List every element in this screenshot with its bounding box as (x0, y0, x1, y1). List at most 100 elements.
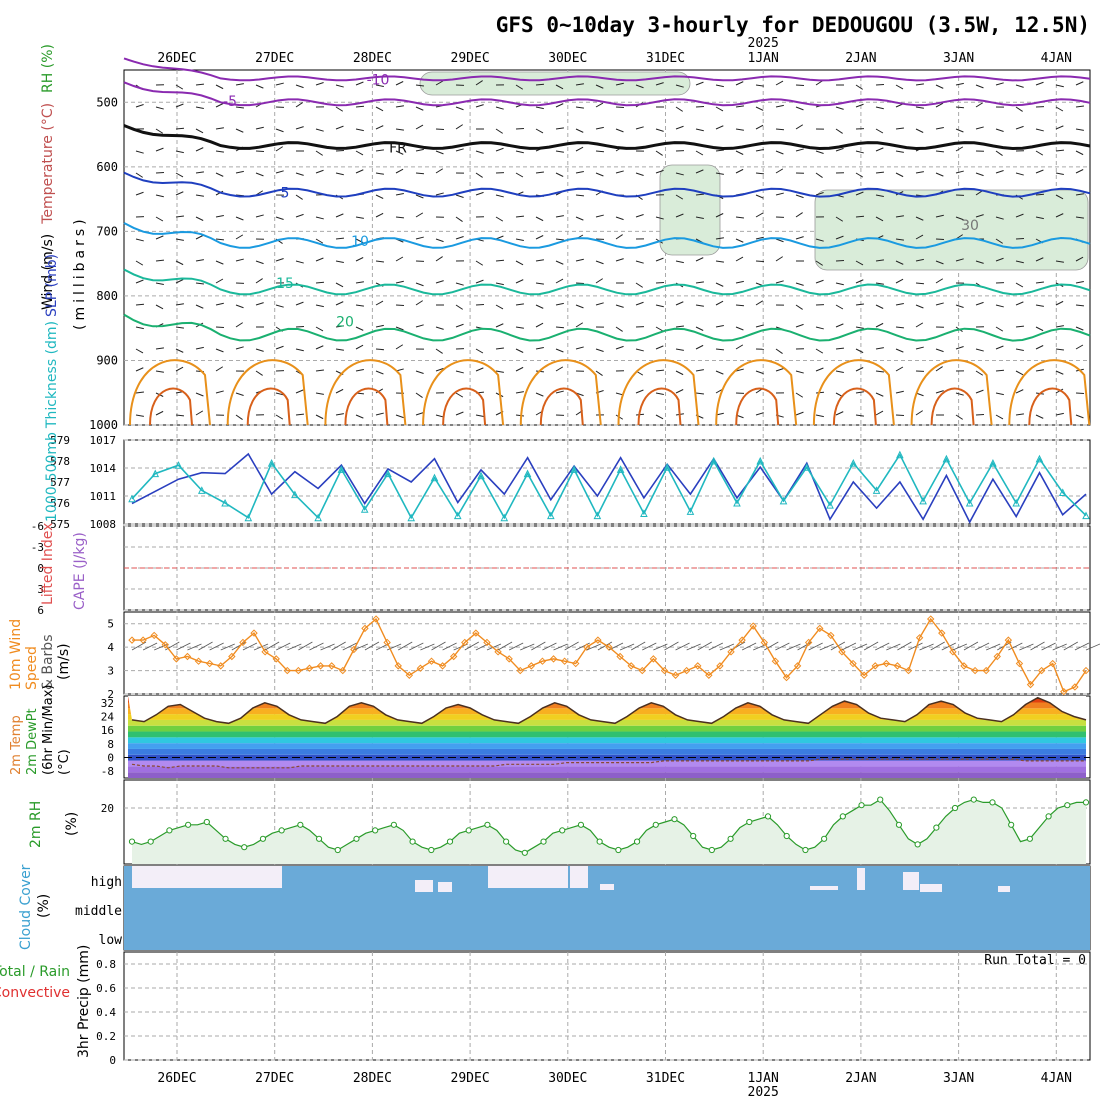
thickness-point (407, 513, 416, 522)
thickness-point (686, 507, 695, 515)
wind-speed-point (261, 648, 269, 656)
upper-wind-barb (735, 368, 744, 372)
cloud-clear-gap (415, 880, 433, 892)
upper-wind-barb (775, 280, 784, 284)
upper-wind-barb (335, 172, 344, 176)
surface-wind-barb (1041, 642, 1056, 651)
rh-point (708, 846, 715, 854)
rh-point (428, 846, 435, 854)
upper-wind-barb (375, 348, 385, 351)
precip-tick-label: 0.2 (96, 1030, 116, 1043)
thickness-point (919, 496, 927, 505)
upper-wind-barb (435, 238, 444, 243)
upper-wind-barb (515, 391, 524, 394)
upper-wind-barb (875, 128, 884, 134)
upper-wind-barb (555, 127, 564, 130)
upper-wind-barb (995, 170, 1004, 174)
thickness-point (756, 456, 765, 465)
rh-point (914, 841, 921, 848)
upper-wind-barb (915, 346, 924, 350)
upper-wind-barb (315, 392, 324, 395)
thickness-point (989, 458, 997, 467)
upper-wind-barb (595, 260, 604, 265)
precip-label-total: Total / Rain (0, 964, 70, 980)
temp-color-band (128, 760, 1086, 767)
upper-wind-barb (575, 258, 584, 262)
upper-wind-barb (415, 148, 424, 152)
wind-speed-point (915, 634, 924, 642)
isotherm-10 (123, 222, 1091, 249)
surface-wind-barb (353, 643, 369, 651)
upper-wind-barb (475, 80, 483, 86)
pressure-tick-label: 600 (96, 160, 118, 174)
upper-wind-barb (975, 260, 984, 264)
wind-speed-point (960, 662, 968, 670)
rh-point (877, 796, 884, 803)
upper-wind-barb (695, 326, 704, 331)
bottom-date-label: 26DEC (157, 1071, 196, 1086)
bottom-date-label: 2JAN (845, 1071, 876, 1086)
upper-wind-barb (455, 370, 464, 374)
upper-wind-barb (1055, 172, 1064, 176)
upper-wind-barb (715, 324, 724, 328)
upper-wind-barb (135, 150, 144, 154)
upper-wind-barb (695, 193, 705, 196)
upper-wind-barb (475, 260, 484, 266)
wind-speed-point (1082, 666, 1090, 675)
upper-wind-barb (935, 172, 944, 177)
surface-wind-barb (442, 642, 457, 651)
upper-ylabel-part: RH (%) (40, 44, 56, 93)
upper-wind-barb (815, 238, 824, 242)
wind-speed-point (1004, 636, 1013, 644)
upper-wind-barb (435, 280, 444, 284)
rh-point (633, 838, 641, 845)
upper-wind-barb (235, 83, 244, 86)
upper-wind-barb (375, 388, 384, 394)
isotherm-30-loop (149, 387, 193, 426)
wind-speed-point (838, 648, 846, 656)
slp-tick-label: 1014 (90, 462, 117, 475)
upper-wind-barb (555, 84, 564, 90)
surface-wind-barb (309, 642, 324, 651)
rh-point (802, 846, 809, 854)
surface-wind-barb (1074, 642, 1090, 651)
upper-wind-barb (455, 304, 463, 310)
chart-content: 26DEC 26DEC 27DEC 27DEC 28DEC 28DEC 29DEC 29DEC… (0, 36, 1100, 1100)
wind-speed-point (804, 638, 813, 647)
upper-wind-barb (155, 171, 165, 174)
upper-wind-barb (555, 260, 564, 265)
isotherm-5 (123, 171, 1091, 198)
upper-wind-barb (735, 344, 744, 350)
upper-wind-barb (655, 326, 664, 332)
thickness-point (1035, 454, 1044, 463)
upper-wind-barb (615, 128, 624, 133)
upper-wind-barb (215, 390, 224, 394)
upper-wind-barb (455, 323, 464, 328)
upper-wind-barb (675, 370, 684, 376)
rh-point (409, 838, 416, 845)
upper-wind-barb (295, 413, 305, 416)
upper-wind-barb (535, 171, 545, 174)
wind-speed-point (749, 622, 757, 630)
upper-wind-barb (815, 414, 824, 418)
top-date-label: 30DEC (548, 51, 587, 66)
precip-panel (123, 951, 1091, 1061)
upper-wind-barb (615, 82, 624, 86)
upper-wind-barb (855, 172, 864, 178)
pressure-tick-label: 900 (96, 353, 118, 367)
upper-wind-barb (955, 82, 964, 86)
upper-wind-barb (795, 212, 803, 218)
upper-wind-barb (935, 102, 944, 108)
pressure-axis-label: (millibars) (72, 215, 88, 330)
upper-wind-barb (675, 194, 684, 200)
upper-wind-barb (895, 414, 905, 417)
upper-wind-barb (295, 260, 304, 264)
upper-wind-barb (255, 84, 264, 89)
upper-wind-barb (955, 414, 963, 420)
wind-speed-point (782, 673, 791, 682)
upper-wind-barb (975, 413, 985, 416)
wind-speed-point (793, 662, 802, 670)
upper-wind-barb (555, 172, 564, 177)
upper-wind-barb (755, 124, 764, 130)
rh-point (353, 835, 360, 842)
